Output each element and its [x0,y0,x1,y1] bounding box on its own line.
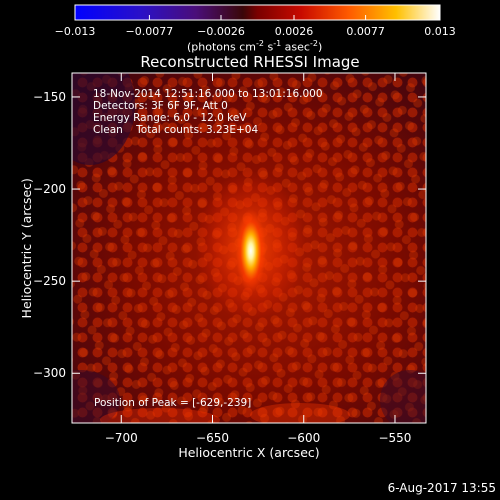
chart-title: Reconstructed RHESSI Image [140,53,360,71]
colorbar-tick-label: −0.013 [54,25,96,38]
x-tick-label: −600 [287,431,321,445]
x-tick-label: −650 [196,431,229,445]
y-tick-label: −200 [33,182,66,197]
y-tick-label: −300 [33,366,66,381]
colorbar-tick-label: 0.0077 [346,25,385,38]
annotation-time-range: 18-Nov-2014 12:51:16.000 to 13:01:16.000 [93,88,323,100]
annotation-detectors: Detectors: 3F 6F 9F, Att 0 [93,100,228,112]
colorbar-ticks [74,15,441,20]
footer-date: 6-Aug-2017 13:55 [387,481,496,495]
colorbar [74,4,441,21]
axis-ticks [72,73,426,423]
colorbar-tick-label: 0.013 [424,25,456,38]
heatmap-image [72,73,426,423]
x-axis-label: Heliocentric X (arcsec) [178,445,320,460]
annotation-peak-position: Position of Peak = [-629,-239] [94,397,252,409]
annotation-energy: Energy Range: 6.0 - 12.0 keV [93,112,247,124]
x-tick-label: −550 [378,431,412,445]
colorbar-tick-label: −0.0026 [197,25,245,38]
y-tick-label: −150 [33,89,66,104]
colorbar-units: (photons cm-2 s-1 asec-2) [187,39,323,54]
colorbar-tick-label: −0.0077 [125,25,174,38]
flare-peak-source [235,208,266,293]
y-axis-label: Heliocentric Y (arcsec) [18,178,34,319]
y-tick-label: −250 [33,274,66,289]
annotation-clean: Clean Total counts: 3.23E+04 [93,124,259,136]
colorbar-tick-label: 0.0026 [274,25,314,38]
x-tick-label: −700 [104,431,138,445]
plot-frame [71,72,427,424]
